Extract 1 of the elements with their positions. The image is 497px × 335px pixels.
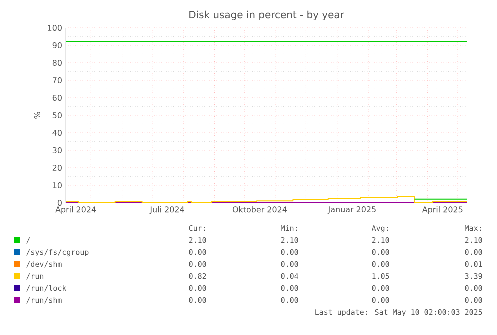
chart-title: Disk usage in percent - by year [190, 10, 344, 21]
